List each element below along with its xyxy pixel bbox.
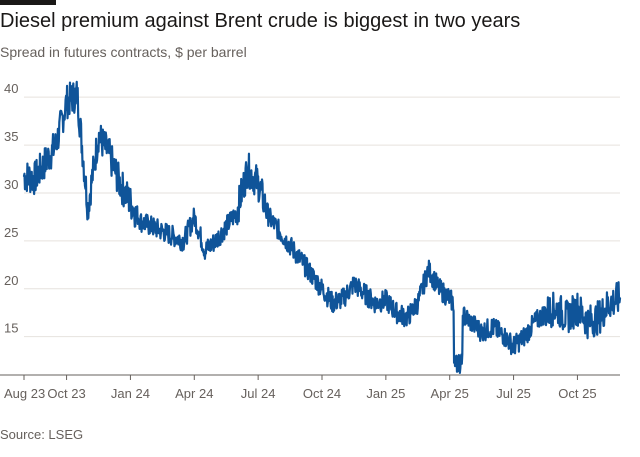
x-tick-label-5: Oct 24 xyxy=(303,386,341,401)
gridlines xyxy=(24,96,620,338)
x-tick-label-1: Oct 23 xyxy=(47,386,85,401)
chart-subtitle: Spread in futures contracts, $ per barre… xyxy=(0,44,247,60)
chart-source: Source: LSEG xyxy=(0,427,84,442)
y-tick-label-35: 35 xyxy=(4,129,18,144)
chart-title: Diesel premium against Brent crude is bi… xyxy=(0,10,521,32)
y-tick-label-25: 25 xyxy=(4,225,18,240)
y-axis-labels: 40 35 30 25 20 15 xyxy=(4,81,18,336)
line-chart: 40 35 30 25 20 15 Aug 23 Oct 23 Jan 24 Apr 24 Jul… xyxy=(0,80,622,401)
x-tick-label-7: Apr 25 xyxy=(431,386,469,401)
x-tick-label-9: Oct 25 xyxy=(558,386,596,401)
x-tick-label-0: Aug 23 xyxy=(4,386,45,401)
series-line-diesel-spread xyxy=(22,80,622,375)
x-tick-label-4: Jul 24 xyxy=(241,386,276,401)
x-axis-labels: Aug 23 Oct 23 Jan 24 Apr 24 Jul 24 Oct 24 Jan … xyxy=(4,386,597,401)
y-tick-label-30: 30 xyxy=(4,177,18,192)
y-tick-label-40: 40 xyxy=(4,81,18,96)
x-tick-label-6: Jan 25 xyxy=(366,386,405,401)
y-tick-label-20: 20 xyxy=(4,273,18,288)
ft-top-bar xyxy=(0,0,56,5)
x-tick-label-8: Jul 25 xyxy=(496,386,531,401)
x-axis-ticks xyxy=(23,375,578,380)
y-tick-label-15: 15 xyxy=(4,321,18,336)
x-tick-label-3: Apr 24 xyxy=(175,386,213,401)
x-tick-label-2: Jan 24 xyxy=(111,386,150,401)
